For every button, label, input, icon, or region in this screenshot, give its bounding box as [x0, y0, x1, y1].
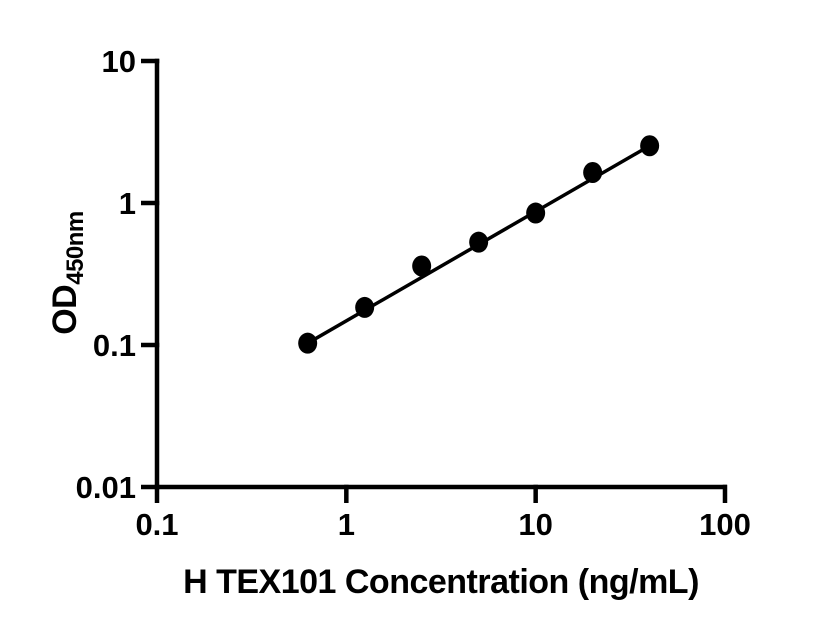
y-tick-label: 10 — [102, 44, 136, 79]
x-tick-label: 0.1 — [135, 507, 178, 542]
y-axis-title-sub: 450nm — [62, 211, 89, 285]
y-tick-label: 1 — [119, 186, 136, 221]
x-tick-label: 10 — [518, 507, 552, 542]
data-point — [355, 296, 375, 318]
data-point — [412, 255, 432, 277]
axis-ticks — [141, 58, 728, 503]
y-axis-title: OD450nm — [46, 211, 89, 335]
x-tick-label: 100 — [699, 507, 751, 542]
x-tick-label: 1 — [338, 507, 355, 542]
data-point — [640, 135, 660, 157]
data-point — [526, 202, 546, 224]
data-point — [583, 161, 603, 183]
x-axis-title: H TEX101 Concentration (ng/mL) — [183, 563, 699, 601]
data-series — [298, 135, 660, 354]
y-axis-title-main: OD — [46, 285, 84, 335]
data-point — [469, 231, 489, 253]
data-point — [298, 332, 318, 354]
y-tick-label: 0.01 — [76, 470, 136, 505]
y-tick-label: 0.1 — [93, 328, 136, 363]
axes — [154, 58, 727, 490]
